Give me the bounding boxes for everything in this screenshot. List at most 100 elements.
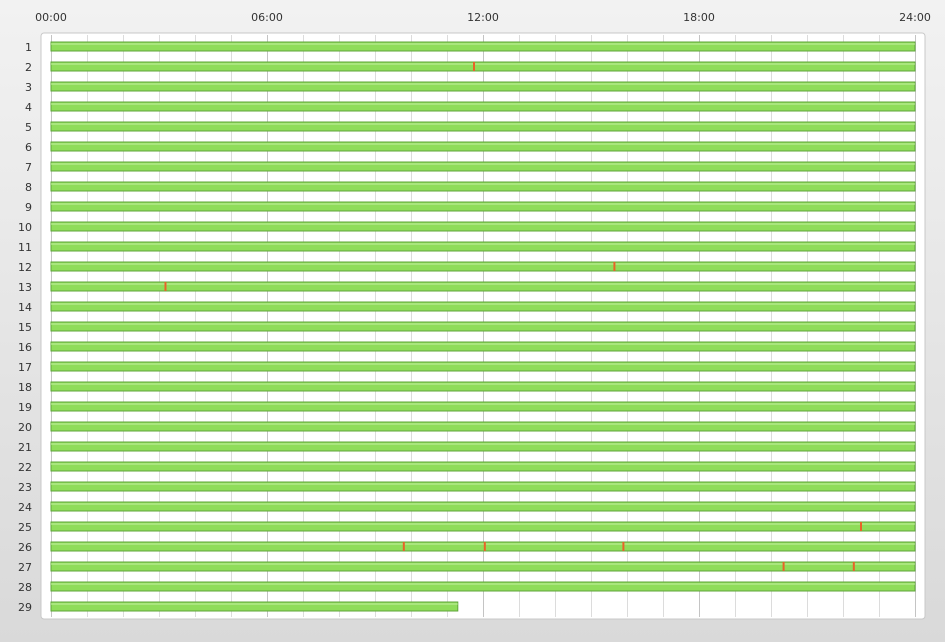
status-bar — [50, 541, 916, 552]
event-marker — [852, 562, 855, 571]
timeline-row: 3 — [25, 81, 916, 94]
status-bar — [50, 421, 916, 432]
row-label: 7 — [25, 161, 32, 174]
status-bar — [50, 481, 916, 492]
row-label: 15 — [18, 321, 32, 334]
timeline-row: 25 — [18, 521, 916, 534]
status-bar — [50, 61, 916, 72]
status-bar — [50, 41, 916, 52]
timeline-row: 18 — [18, 381, 916, 394]
row-label: 14 — [18, 301, 32, 314]
timeline-row: 10 — [18, 221, 916, 234]
timeline-row: 24 — [18, 501, 916, 514]
status-bar — [50, 561, 916, 572]
row-label: 20 — [18, 421, 32, 434]
status-bar — [50, 121, 916, 132]
event-marker — [483, 542, 486, 551]
row-label: 29 — [18, 601, 32, 614]
timeline-row: 28 — [18, 581, 916, 594]
timeline-row: 15 — [18, 321, 916, 334]
row-label: 22 — [18, 461, 32, 474]
status-bar — [50, 201, 916, 212]
timeline-row: 12 — [18, 261, 916, 274]
timeline-row: 27 — [18, 561, 916, 574]
row-label: 17 — [18, 361, 32, 374]
row-label: 18 — [18, 381, 32, 394]
status-bar — [50, 141, 916, 152]
timeline-row: 4 — [25, 101, 916, 114]
status-bar — [50, 441, 916, 452]
status-bar — [50, 161, 916, 172]
row-label: 13 — [18, 281, 32, 294]
x-tick-label: 12:00 — [467, 11, 499, 24]
event-marker — [164, 282, 167, 291]
event-marker — [473, 62, 475, 71]
row-label: 6 — [25, 141, 32, 154]
row-label: 11 — [18, 241, 32, 254]
timeline-row: 17 — [18, 361, 916, 374]
row-label: 9 — [25, 201, 32, 214]
event-marker — [782, 562, 785, 571]
timeline-row: 19 — [18, 401, 916, 414]
status-bar — [50, 501, 916, 512]
timeline-row: 26 — [18, 541, 916, 554]
status-bar — [50, 401, 916, 412]
status-bar — [50, 521, 916, 532]
timeline-row: 20 — [18, 421, 916, 434]
row-label: 23 — [18, 481, 32, 494]
status-bar — [50, 221, 916, 232]
status-bar — [50, 361, 916, 372]
status-bar — [50, 301, 916, 312]
status-bar — [50, 461, 916, 472]
row-label: 24 — [18, 501, 32, 514]
row-label: 27 — [18, 561, 32, 574]
x-tick-label: 00:00 — [35, 11, 67, 24]
row-label: 5 — [25, 121, 32, 134]
timeline-row: 21 — [18, 441, 916, 454]
status-bar — [50, 601, 459, 612]
status-bar — [50, 381, 916, 392]
timeline-rows: 1234567891011121314151617181920212223242… — [18, 41, 916, 614]
row-label: 16 — [18, 341, 32, 354]
row-label: 19 — [18, 401, 32, 414]
event-marker — [622, 542, 625, 551]
event-marker — [613, 262, 616, 271]
row-label: 1 — [25, 41, 32, 54]
timeline-row: 9 — [25, 201, 916, 214]
row-label: 26 — [18, 541, 32, 554]
event-marker — [860, 522, 862, 531]
timeline-row: 13 — [18, 281, 916, 294]
status-bar — [50, 81, 916, 92]
row-label: 25 — [18, 521, 32, 534]
status-bar — [50, 341, 916, 352]
timeline-row: 11 — [18, 241, 916, 254]
x-tick-label: 06:00 — [251, 11, 283, 24]
x-tick-label: 24:00 — [899, 11, 931, 24]
timeline-row: 2 — [25, 61, 916, 74]
status-bar — [50, 321, 916, 332]
row-label: 2 — [25, 61, 32, 74]
status-bar — [50, 101, 916, 112]
row-label: 3 — [25, 81, 32, 94]
row-label: 12 — [18, 261, 32, 274]
row-label: 8 — [25, 181, 32, 194]
timeline-row: 1 — [25, 41, 916, 54]
row-label: 4 — [25, 101, 32, 114]
timeline-row: 5 — [25, 121, 916, 134]
event-marker — [402, 542, 405, 551]
x-axis-ticks: 00:00 06:00 12:00 18:00 24:00 — [35, 11, 931, 24]
timeline-row: 14 — [18, 301, 916, 314]
timeline-row: 23 — [18, 481, 916, 494]
row-label: 28 — [18, 581, 32, 594]
status-bar — [50, 261, 916, 272]
timeline-row: 7 — [25, 161, 916, 174]
row-label: 21 — [18, 441, 32, 454]
status-bar — [50, 281, 916, 292]
status-bar — [50, 581, 916, 592]
status-bar — [50, 181, 916, 192]
timeline-row: 8 — [25, 181, 916, 194]
timeline-row: 29 — [18, 601, 459, 614]
status-bar — [50, 241, 916, 252]
x-tick-label: 18:00 — [683, 11, 715, 24]
